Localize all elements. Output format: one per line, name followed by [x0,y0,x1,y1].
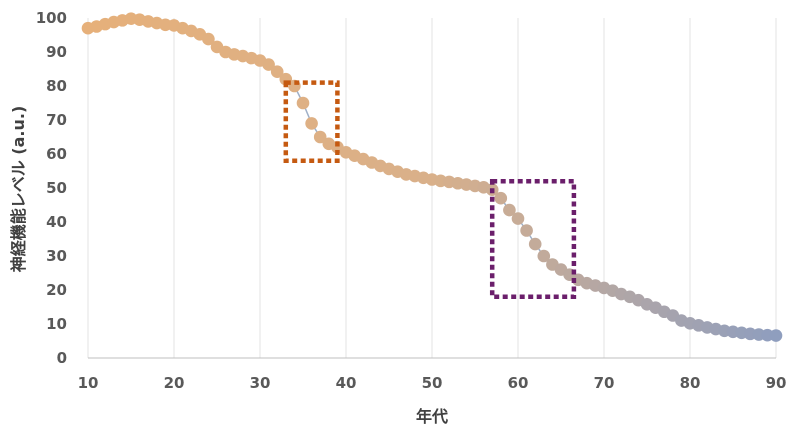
highlight-box [283,80,340,164]
data-point [305,117,318,130]
x-tick-label: 20 [164,374,185,392]
data-point [313,130,327,144]
data-point [537,249,551,263]
y-tick-label: 40 [46,213,67,231]
y-tick-label: 60 [46,145,67,163]
x-tick-label: 70 [594,374,615,392]
data-point [262,58,275,71]
data-point [511,212,525,225]
data-point [528,237,542,251]
tick-labels: 10 20 30 40 50 60 70 80 90 0 10 20 30 40 50 60 70 80 90 100 [36,9,787,392]
y-tick-label: 10 [46,315,67,333]
y-tick-label: 100 [36,9,67,27]
data-point [494,191,508,205]
y-tick-label: 50 [46,179,67,197]
x-tick-label: 50 [422,374,443,392]
x-tick-label: 40 [336,374,357,392]
grid-lines [87,18,777,358]
x-tick-label: 10 [78,374,99,392]
highlight-box [489,178,577,300]
highlight-boxes [283,80,577,300]
y-axis-title: 神経機能レベル (a.u.) [9,106,28,273]
y-tick-label: 80 [46,77,67,95]
data-point [270,65,284,79]
data-points [81,12,783,342]
y-tick-label: 70 [46,111,67,129]
y-tick-label: 0 [57,349,67,367]
x-tick-label: 80 [680,374,701,392]
data-point [769,329,783,342]
y-tick-label: 30 [46,247,67,265]
x-tick-label: 30 [250,374,271,392]
data-point [520,224,533,237]
data-point [202,32,215,46]
x-axis-title: 年代 [416,407,448,426]
data-point [503,203,516,217]
data-point [296,96,310,110]
y-tick-label: 20 [46,281,67,299]
y-tick-label: 90 [46,43,67,61]
x-tick-label: 60 [508,374,529,392]
x-tick-label: 90 [766,374,787,392]
